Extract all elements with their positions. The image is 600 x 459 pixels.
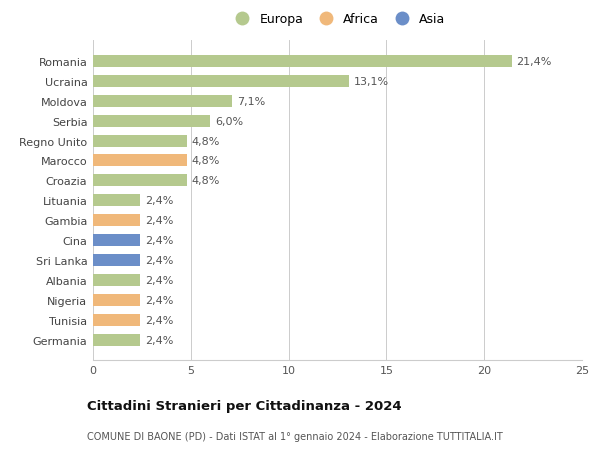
Text: 2,4%: 2,4% xyxy=(145,295,173,305)
Text: Cittadini Stranieri per Cittadinanza - 2024: Cittadini Stranieri per Cittadinanza - 2… xyxy=(87,399,401,412)
Text: 2,4%: 2,4% xyxy=(145,255,173,265)
Text: COMUNE DI BAONE (PD) - Dati ISTAT al 1° gennaio 2024 - Elaborazione TUTTITALIA.I: COMUNE DI BAONE (PD) - Dati ISTAT al 1° … xyxy=(87,431,503,442)
Bar xyxy=(93,56,512,68)
Bar xyxy=(93,175,187,187)
Bar xyxy=(93,195,140,207)
Bar xyxy=(93,135,187,147)
Bar xyxy=(93,294,140,306)
Text: 7,1%: 7,1% xyxy=(237,96,265,106)
Bar xyxy=(93,215,140,227)
Text: 2,4%: 2,4% xyxy=(145,235,173,246)
Bar xyxy=(93,274,140,286)
Bar xyxy=(93,115,211,127)
Legend: Europa, Africa, Asia: Europa, Africa, Asia xyxy=(226,9,449,30)
Text: 13,1%: 13,1% xyxy=(354,77,389,87)
Text: 2,4%: 2,4% xyxy=(145,315,173,325)
Text: 4,8%: 4,8% xyxy=(192,136,220,146)
Text: 2,4%: 2,4% xyxy=(145,196,173,206)
Text: 21,4%: 21,4% xyxy=(517,57,552,67)
Text: 2,4%: 2,4% xyxy=(145,335,173,345)
Text: 4,8%: 4,8% xyxy=(192,156,220,166)
Text: 2,4%: 2,4% xyxy=(145,216,173,226)
Bar xyxy=(93,95,232,107)
Bar xyxy=(93,76,349,88)
Bar xyxy=(93,235,140,246)
Bar xyxy=(93,334,140,346)
Bar xyxy=(93,314,140,326)
Text: 4,8%: 4,8% xyxy=(192,176,220,186)
Bar xyxy=(93,155,187,167)
Text: 2,4%: 2,4% xyxy=(145,275,173,285)
Bar xyxy=(93,254,140,266)
Text: 6,0%: 6,0% xyxy=(215,117,244,126)
